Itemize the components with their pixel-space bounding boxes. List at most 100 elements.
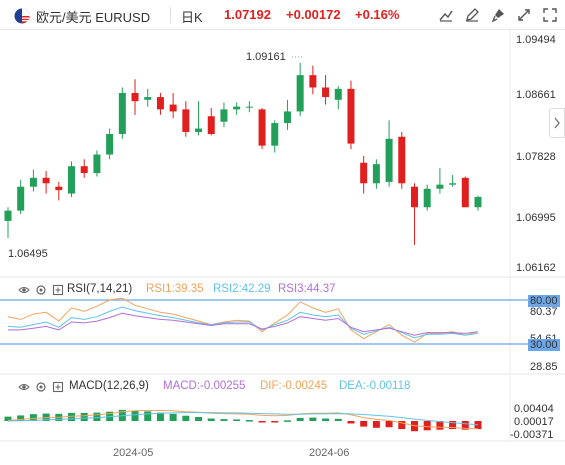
macd-histogram-bar bbox=[220, 419, 228, 421]
period-selector[interactable]: 日K bbox=[181, 10, 203, 25]
macd-histogram-bar bbox=[271, 421, 279, 423]
macd-indicator-name[interactable]: MACD(12,26,9) bbox=[69, 380, 149, 392]
macd-histogram-bar bbox=[17, 415, 25, 421]
rsi3-value: RSI3:44.37 bbox=[278, 283, 336, 295]
candle-body bbox=[309, 75, 317, 88]
line-draw-button[interactable] bbox=[436, 6, 456, 24]
price-tick-label: 1.09494 bbox=[516, 34, 556, 46]
candle-body bbox=[131, 92, 139, 102]
rsi1-line bbox=[7, 297, 479, 343]
dea-line bbox=[7, 412, 479, 426]
gear-icon[interactable] bbox=[35, 381, 47, 393]
dif-value: DIF:-0.00245 bbox=[260, 380, 328, 392]
rsi-indicator-name[interactable]: RSI(7,14,21) bbox=[67, 283, 133, 295]
chevron-right-icon bbox=[554, 117, 560, 129]
eye-icon[interactable] bbox=[18, 284, 30, 296]
indicator-settings-icon[interactable] bbox=[52, 381, 64, 393]
candle-body bbox=[156, 97, 164, 110]
candle-body bbox=[271, 123, 279, 146]
candle-body bbox=[207, 116, 215, 135]
macd-tick-label: -0.00371 bbox=[510, 429, 554, 441]
candle-body bbox=[169, 104, 177, 112]
low-price-marker: 1.06495 bbox=[8, 248, 48, 260]
macd-histogram-bar bbox=[4, 416, 12, 421]
fullscreen-button[interactable] bbox=[540, 6, 560, 24]
rsi-tick-label: 80.37 bbox=[530, 306, 558, 318]
x-axis-label: 2024-05 bbox=[113, 447, 154, 459]
expand-panel-button[interactable] bbox=[549, 108, 565, 138]
toolbar-divider bbox=[170, 7, 171, 23]
dif-line bbox=[7, 410, 479, 430]
eu-us-flag-icon bbox=[14, 8, 30, 24]
candle-body bbox=[410, 186, 418, 208]
macd-histogram-bar bbox=[207, 418, 215, 421]
candle-body bbox=[80, 166, 88, 174]
candle-body bbox=[347, 88, 355, 144]
macd-histogram-bar bbox=[169, 413, 177, 421]
candle-body bbox=[474, 196, 482, 208]
macd-histogram-bar bbox=[461, 421, 469, 430]
eye-icon[interactable] bbox=[18, 381, 30, 393]
macd-histogram-bar bbox=[436, 421, 444, 430]
candle-body bbox=[106, 134, 114, 155]
macd-histogram-bar bbox=[398, 421, 406, 430]
macd-histogram-bar bbox=[283, 420, 291, 422]
rsi2-value: RSI2:42.29 bbox=[213, 283, 271, 295]
candle-body bbox=[449, 183, 457, 185]
candle-body bbox=[233, 106, 241, 110]
macd-histogram-bar bbox=[258, 421, 266, 423]
share-icon bbox=[518, 9, 530, 21]
macd-histogram-bar bbox=[334, 418, 342, 421]
candle-body bbox=[17, 186, 25, 211]
macd-histogram-bar bbox=[131, 410, 139, 421]
rsi-lower-level-badge: 30.00 bbox=[528, 339, 560, 351]
fullscreen-icon bbox=[543, 8, 557, 22]
candle-body bbox=[68, 166, 76, 194]
rsi-upper-level-badge: 80.00 bbox=[528, 295, 560, 307]
macd-histogram-bar bbox=[322, 418, 330, 421]
price-tick-label: 1.08661 bbox=[516, 89, 556, 101]
candle-body bbox=[283, 111, 291, 124]
price-tick-label: 1.06162 bbox=[516, 262, 556, 274]
macd-histogram-bar bbox=[449, 421, 457, 430]
rsi1-value: RSI1:39.35 bbox=[146, 283, 204, 295]
price-tick-label: 1.06995 bbox=[516, 212, 556, 224]
brush-button[interactable] bbox=[488, 6, 508, 24]
candle-body bbox=[385, 138, 393, 182]
candle-body bbox=[436, 184, 444, 189]
macd-histogram-bar bbox=[296, 417, 304, 421]
macd-tick-label: 0.00404 bbox=[514, 403, 554, 415]
pen-button[interactable] bbox=[462, 6, 482, 24]
macd-histogram-bar bbox=[156, 412, 164, 421]
price-tick-label: 1.07828 bbox=[516, 151, 556, 163]
candle-body bbox=[423, 188, 431, 208]
macd-tick-label: 0.00017 bbox=[514, 416, 554, 428]
candle-body bbox=[398, 136, 406, 184]
candle-body bbox=[322, 87, 330, 98]
macd-histogram-bar bbox=[474, 421, 482, 430]
price-change-percent: +0.16% bbox=[355, 7, 400, 22]
candle-body bbox=[195, 128, 203, 132]
candle-body bbox=[4, 210, 12, 221]
candle-body bbox=[360, 162, 368, 184]
symbol-name[interactable]: 欧元/美元 EURUSD bbox=[36, 10, 151, 25]
candle-body bbox=[258, 109, 266, 146]
candle-body bbox=[29, 177, 37, 187]
gear-icon[interactable] bbox=[35, 284, 47, 296]
macd-histogram-bar bbox=[423, 421, 431, 431]
brush-icon bbox=[491, 9, 504, 23]
candle-body bbox=[55, 186, 63, 191]
pen-icon bbox=[466, 8, 479, 22]
chart-toolbar: 欧元/美元 EURUSD 日K 1.07192 +0.00172 +0.16% bbox=[0, 0, 565, 30]
share-button[interactable] bbox=[514, 6, 534, 24]
macd-histogram-bar bbox=[93, 412, 101, 421]
candle-body bbox=[372, 164, 380, 184]
indicator-settings-icon[interactable] bbox=[52, 284, 64, 296]
macd-histogram-bar bbox=[68, 412, 76, 421]
macd-histogram-bar bbox=[80, 412, 88, 421]
x-axis-label: 2024-06 bbox=[309, 447, 350, 459]
macd-histogram-bar bbox=[29, 414, 37, 421]
macd-histogram-bar bbox=[195, 416, 203, 421]
candle-body bbox=[220, 109, 228, 122]
